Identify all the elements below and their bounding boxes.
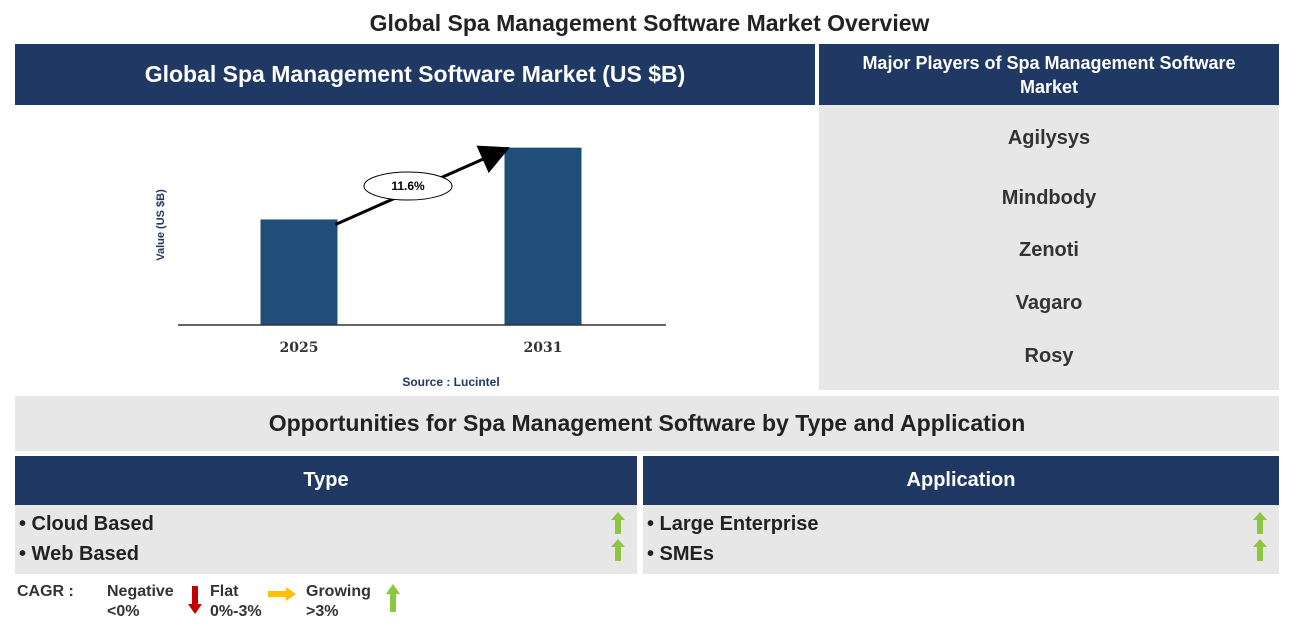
application-item-smes: • SMEs	[647, 543, 715, 565]
legend-growing-range: >3%	[306, 603, 339, 620]
legend-growing: Growing >3%	[306, 582, 371, 622]
application-panel: • Large Enterprise • SMEs	[643, 505, 1279, 574]
type-item-web-based: • Web Based	[19, 543, 139, 565]
x-tick-2025: 2025	[280, 340, 319, 356]
player-vagaro: Vagaro	[1015, 292, 1083, 314]
players-header: Major Players of Spa Management Software…	[819, 44, 1279, 105]
legend-cagr-label: CAGR :	[17, 583, 74, 600]
opportunities-title: Opportunities for Spa Management Softwar…	[15, 396, 1279, 451]
legend-negative: Negative <0%	[107, 582, 174, 622]
growing-arrow-icon	[1253, 539, 1267, 561]
player-mindbody: Mindbody	[1001, 187, 1097, 209]
bar-2025	[260, 219, 338, 325]
chart-source: Source : Lucintel	[402, 375, 499, 389]
chart-area: Value (US $B) 2025 2031 11.6% Source : L…	[15, 105, 815, 391]
legend-negative-range: <0%	[107, 603, 140, 620]
right-arrow-icon	[268, 587, 296, 601]
legend-flat-label: Flat	[210, 583, 239, 600]
growing-arrow-icon	[611, 512, 625, 534]
player-rosy: Rosy	[1024, 345, 1074, 367]
type-item-cloud-based: • Cloud Based	[19, 513, 154, 535]
application-header: Application	[643, 456, 1279, 505]
legend-negative-label: Negative	[107, 583, 174, 600]
x-tick-2031: 2031	[524, 340, 563, 356]
type-header: Type	[15, 456, 637, 505]
type-panel: • Cloud Based • Web Based	[15, 505, 637, 574]
down-arrow-icon	[188, 586, 202, 614]
chart-header: Global Spa Management Software Market (U…	[15, 44, 815, 105]
legend-flat: Flat 0%-3%	[210, 582, 262, 622]
players-panel: Agilysys Mindbody Zenoti Vagaro Rosy	[819, 105, 1279, 390]
page-title: Global Spa Management Software Market Ov…	[369, 10, 930, 36]
bar-2031	[504, 147, 582, 325]
y-axis-label: Value (US $B)	[155, 189, 167, 261]
growing-arrow-icon	[1253, 512, 1267, 534]
player-agilysys: Agilysys	[1007, 127, 1091, 149]
bar-chart: Value (US $B) 2025 2031 11.6% Source : L…	[155, 145, 666, 389]
up-arrow-icon	[386, 584, 400, 612]
cagr-annotation: 11.6%	[391, 179, 425, 193]
player-zenoti: Zenoti	[1019, 239, 1079, 261]
legend-growing-label: Growing	[306, 583, 371, 600]
cagr-bubble	[363, 171, 453, 201]
legend-flat-range: 0%-3%	[210, 603, 262, 620]
application-item-large-enterprise: • Large Enterprise	[647, 513, 819, 535]
growing-arrow-icon	[611, 539, 625, 561]
